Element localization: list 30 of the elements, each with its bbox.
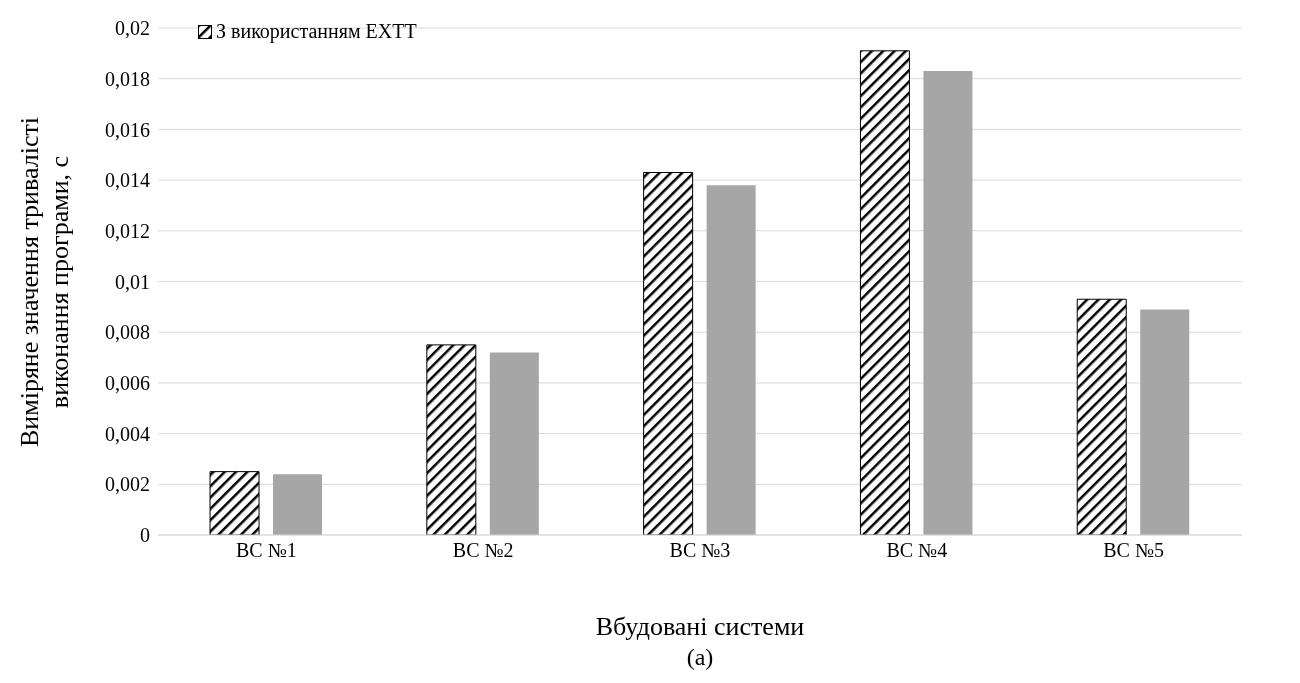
y-tick-label: 0,018	[105, 67, 150, 90]
y-tick-label: 0,016	[105, 118, 150, 141]
bar	[273, 474, 323, 535]
y-tick-label: 0,02	[115, 17, 150, 40]
text: (a)	[685, 644, 715, 671]
y-tick-label: 0,008	[105, 321, 150, 344]
bar	[209, 471, 260, 535]
y-axis-title: Виміряне значення тривалісті виконання програми, с	[15, 116, 76, 447]
bar	[426, 344, 477, 535]
legend-label: З використанням EXTT	[216, 20, 417, 43]
bar	[643, 172, 694, 535]
y-tick-label: 0,002	[105, 473, 150, 496]
y-tick-label: 0,006	[105, 372, 150, 394]
x-tick-label: ВС №4	[886, 539, 948, 562]
bar	[489, 352, 539, 535]
x-tick-label: ВС №5	[1103, 539, 1164, 562]
x-tick-label: ВС №1	[236, 539, 297, 562]
bar	[923, 71, 973, 535]
y-tick-label: 0,012	[105, 219, 150, 242]
y-tick-label: 0	[140, 524, 150, 547]
x-tick-label: ВС №3	[669, 539, 731, 562]
bar	[1140, 309, 1190, 535]
y-tick-label: 0,014	[105, 169, 150, 192]
bar	[1076, 298, 1127, 535]
bar	[859, 50, 910, 535]
bar	[706, 185, 756, 535]
y-tick-label: 0,004	[105, 422, 150, 445]
x-axis-title: Вбудовані системи	[595, 612, 805, 641]
x-tick-label: ВС №2	[452, 539, 514, 562]
y-tick-label: 0,01	[115, 270, 150, 293]
